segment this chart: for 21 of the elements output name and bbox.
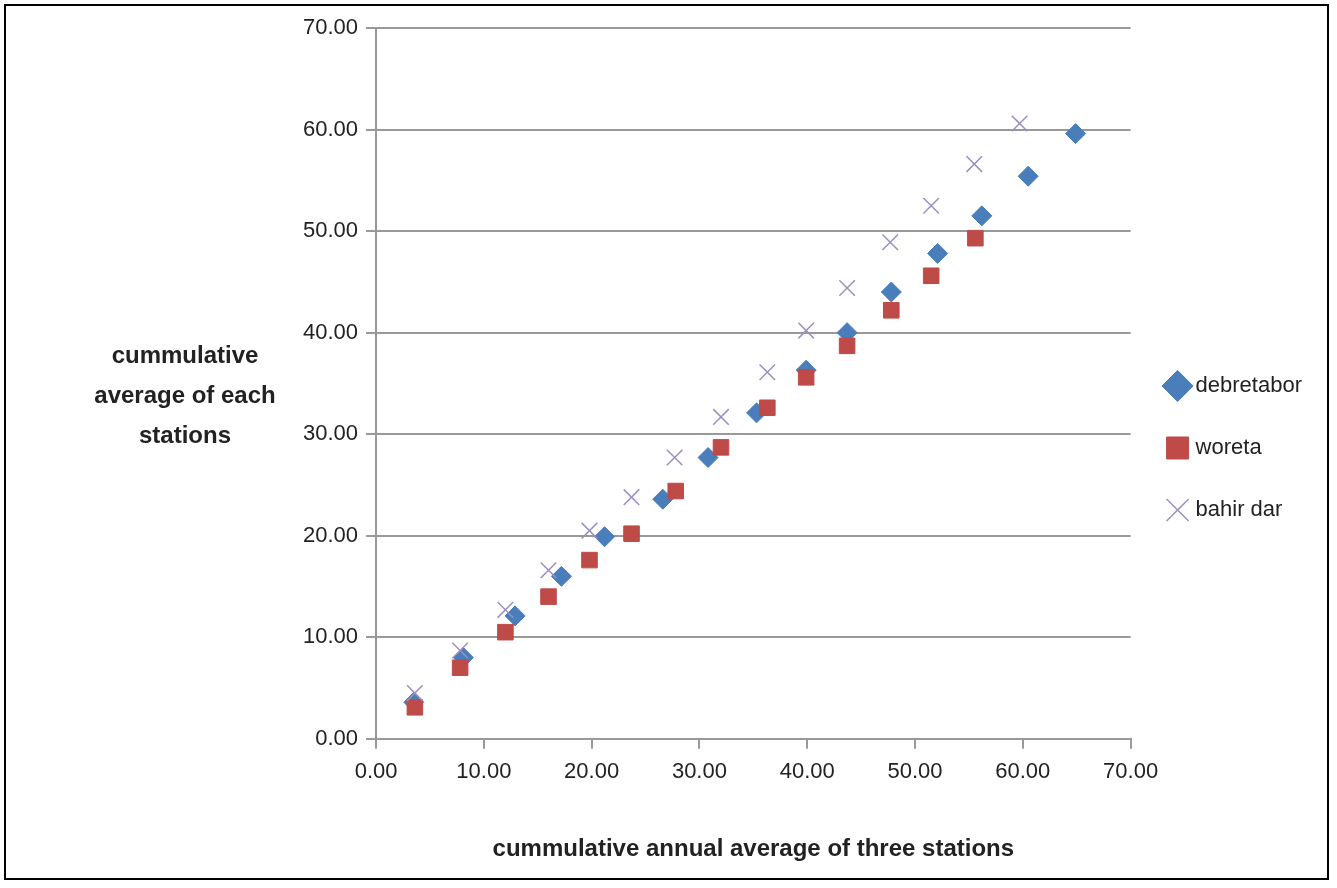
y-tick-label: 10.00	[302, 623, 359, 649]
legend-label: debretabor	[1195, 372, 1303, 398]
x-tick-label: 70.00	[1103, 758, 1159, 784]
x-tick-label: 60.00	[995, 758, 1051, 784]
x-tick-label: 50.00	[887, 758, 943, 784]
y-tick-label: 50.00	[302, 217, 359, 243]
y-tick-label: 30.00	[302, 420, 359, 446]
legend-label: woreta	[1194, 434, 1263, 460]
y-tick-label: 60.00	[302, 115, 359, 141]
x-tick-label: 10.00	[456, 758, 512, 784]
y-axis-title: cummulative average of each stations	[93, 340, 277, 450]
x-tick-label: 0.00	[354, 758, 398, 784]
x-tick-label: 40.00	[779, 758, 835, 784]
x-tick-label: 20.00	[564, 758, 620, 784]
legend-label: bahir dar	[1195, 496, 1283, 522]
x-tick-label: 30.00	[671, 758, 727, 784]
y-tick-label: 0.00	[315, 724, 359, 750]
y-tick-label: 40.00	[302, 318, 359, 344]
x-axis-title: cummulative annual average of three stations	[492, 834, 1015, 862]
y-tick-label: 20.00	[302, 521, 359, 547]
y-tick-label: 70.00	[302, 14, 359, 40]
